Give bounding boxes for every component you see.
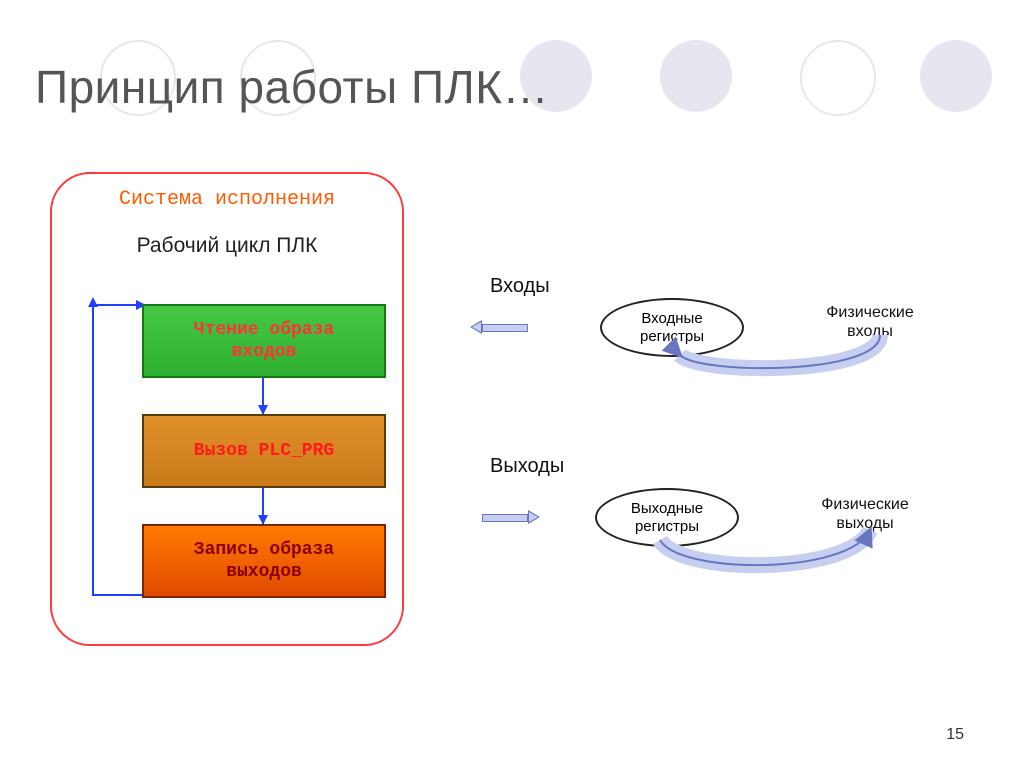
step-label: Вызов PLC_PRG: [194, 440, 334, 463]
cycle-line: [92, 304, 94, 594]
cycle-arrowhead: [88, 297, 98, 307]
curve-arrow-outputs: [620, 520, 900, 600]
inputs-heading: Входы: [490, 275, 550, 298]
decor-circle: [800, 40, 876, 116]
arrow-left-icon: [470, 320, 540, 334]
slide: { "title": "Принцип работы ПЛК…", "page_…: [0, 0, 1024, 768]
cycle-line: [92, 594, 142, 596]
decor-circle: [920, 40, 992, 112]
cycle-title: Рабочий цикл ПЛК: [52, 234, 402, 258]
cycle-line: [92, 304, 142, 306]
page-number: 15: [946, 726, 964, 744]
step-write-outputs: Запись образавыходов: [142, 524, 386, 598]
step-read-inputs: Чтение образавходов: [142, 304, 386, 378]
system-box: Система исполнения Рабочий цикл ПЛК Чтен…: [50, 172, 404, 646]
system-title: Система исполнения: [52, 188, 402, 211]
step-label: Запись образавыходов: [194, 539, 334, 584]
step-call-plcprg: Вызов PLC_PRG: [142, 414, 386, 488]
decor-circle: [660, 40, 732, 112]
step-label: Чтение образавходов: [194, 319, 334, 364]
slide-title: Принцип работы ПЛК…: [35, 60, 549, 114]
arrow-right-icon: [470, 510, 540, 524]
curve-arrow-inputs: [640, 330, 920, 410]
outputs-heading: Выходы: [490, 455, 564, 478]
